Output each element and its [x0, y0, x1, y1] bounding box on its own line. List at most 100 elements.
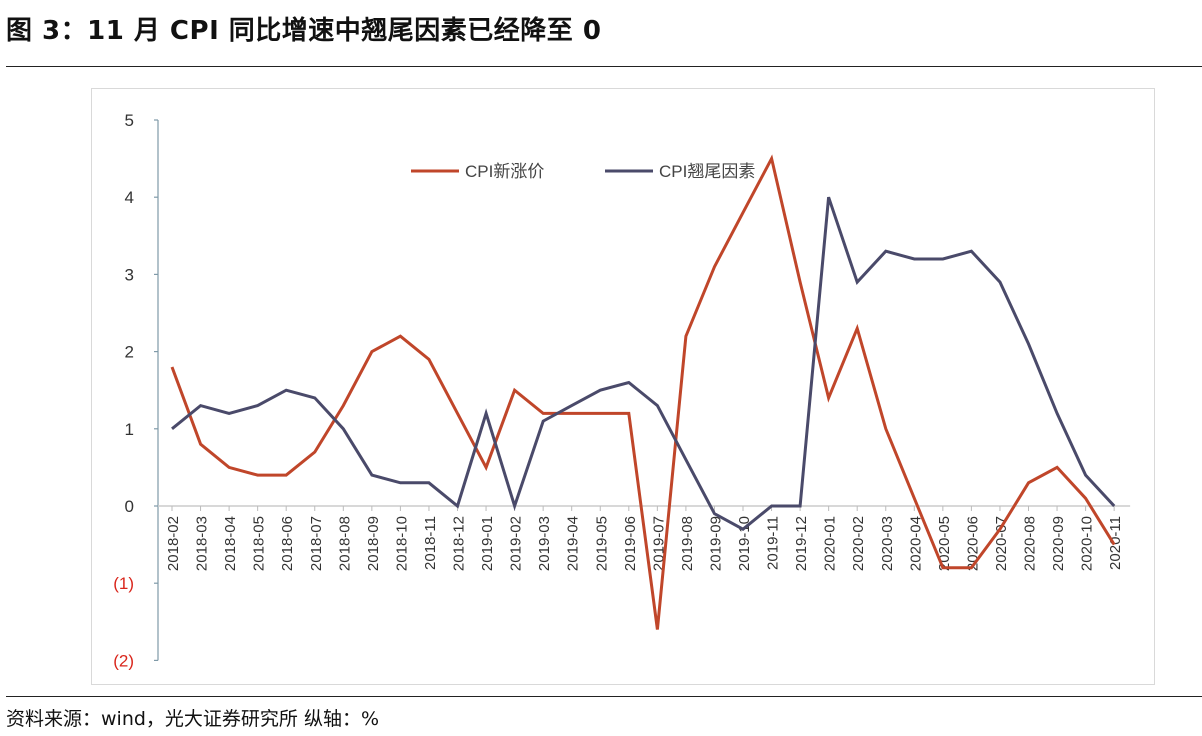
chart-frame: [91, 88, 1155, 685]
data-point: [341, 404, 345, 408]
data-point: [484, 465, 488, 469]
data-point: [170, 427, 174, 431]
x-tick-label: 2019-12: [793, 516, 810, 571]
data-point: [370, 350, 374, 354]
data-point: [712, 512, 716, 516]
y-tick-label: (2): [113, 651, 134, 670]
x-tick-label: 2019-05: [593, 516, 610, 571]
x-tick-label: 2018-12: [451, 516, 468, 571]
x-axis: 2018-02 2018-03 2018-04 2018-05 2018-06 2018-…: [158, 505, 1131, 571]
y-tick-label: 5: [125, 111, 134, 130]
data-point: [684, 334, 688, 338]
data-point: [712, 265, 716, 269]
data-point: [998, 280, 1002, 284]
data-point: [884, 427, 888, 431]
x-tick-label: 2019-01: [479, 516, 496, 571]
data-point: [313, 396, 317, 400]
source-note: 资料来源：wind，光大证券研究所 纵轴：%: [6, 708, 380, 730]
data-point: [1112, 504, 1116, 508]
data-point: [655, 404, 659, 408]
data-point: [313, 450, 317, 454]
x-tick-label: 2020-05: [936, 516, 953, 571]
x-tick-label: 2020-06: [964, 516, 981, 571]
data-point: [427, 357, 431, 361]
x-tick-label: 2020-01: [822, 516, 839, 571]
y-tick-label: 3: [125, 265, 134, 284]
x-tick-label: 2020-04: [907, 516, 924, 571]
data-point: [627, 380, 631, 384]
legend-label: CPI翘尾因素: [659, 162, 755, 181]
data-point: [912, 496, 916, 500]
x-tick-label: 2018-09: [365, 516, 382, 571]
data-point: [398, 334, 402, 338]
x-tick-label: 2019-11: [765, 516, 782, 570]
y-tick-label: 0: [125, 497, 134, 516]
data-point: [199, 442, 203, 446]
data-point: [1084, 496, 1088, 500]
x-tick-label: 2020-11: [1107, 516, 1124, 570]
data-point: [570, 404, 574, 408]
x-tick-label: 2019-04: [565, 516, 582, 571]
data-point: [570, 411, 574, 415]
data-point: [427, 481, 431, 485]
data-point: [770, 504, 774, 508]
data-point: [1084, 473, 1088, 477]
x-tick-label: 2019-06: [622, 516, 639, 571]
x-tick-label: 2019-03: [536, 516, 553, 571]
series-line-1: [171, 196, 1116, 531]
x-tick-label: 2019-02: [508, 516, 525, 571]
x-tick-label: 2019-08: [679, 516, 696, 571]
data-point: [513, 388, 517, 392]
series-line-0: [170, 154, 1116, 630]
data-point: [969, 566, 973, 570]
data-point: [684, 458, 688, 462]
data-point: [941, 257, 945, 261]
y-tick-label: 1: [125, 420, 134, 439]
data-point: [1055, 411, 1059, 415]
y-tick-label: 4: [125, 188, 134, 207]
x-tick-label: 2018-08: [336, 516, 353, 571]
x-tick-label: 2018-05: [251, 516, 268, 571]
data-point: [284, 388, 288, 392]
x-tick-label: 2018-03: [194, 516, 211, 571]
data-point: [341, 427, 345, 431]
data-point: [798, 280, 802, 284]
y-tick-label: 2: [125, 343, 134, 362]
data-point: [941, 566, 945, 570]
legend-label: CPI新涨价: [465, 162, 544, 181]
data-point: [227, 411, 231, 415]
x-tick-label: 2018-10: [393, 516, 410, 571]
data-point: [1027, 342, 1031, 346]
data-point: [1112, 543, 1116, 547]
data-point: [741, 527, 745, 531]
x-tick-label: 2019-10: [736, 516, 753, 571]
data-point: [541, 411, 545, 415]
data-point: [1055, 465, 1059, 469]
data-point: [827, 396, 831, 400]
data-point: [1027, 481, 1031, 485]
data-point: [627, 411, 631, 415]
data-point: [170, 365, 174, 369]
figure-title: 图 3：11 月 CPI 同比增速中翘尾因素已经降至 0: [6, 16, 602, 46]
x-tick-label: 2020-02: [850, 516, 867, 571]
data-point: [199, 404, 203, 408]
legend: CPI新涨价 CPI翘尾因素: [411, 162, 755, 181]
x-tick-label: 2020-09: [1050, 516, 1067, 571]
data-point: [284, 473, 288, 477]
x-tick-label: 2019-09: [707, 516, 724, 571]
data-point: [855, 280, 859, 284]
data-point: [741, 211, 745, 215]
y-tick-label: (1): [113, 574, 134, 593]
data-point: [855, 326, 859, 330]
data-point: [484, 411, 488, 415]
x-tick-label: 2018-02: [165, 516, 182, 571]
data-point: [969, 249, 973, 253]
data-point: [370, 473, 374, 477]
top-rule: [6, 66, 1202, 67]
data-point: [827, 195, 831, 199]
x-tick-label: 2020-08: [1022, 516, 1039, 571]
data-point: [912, 257, 916, 261]
data-point: [227, 465, 231, 469]
data-point: [513, 504, 517, 508]
